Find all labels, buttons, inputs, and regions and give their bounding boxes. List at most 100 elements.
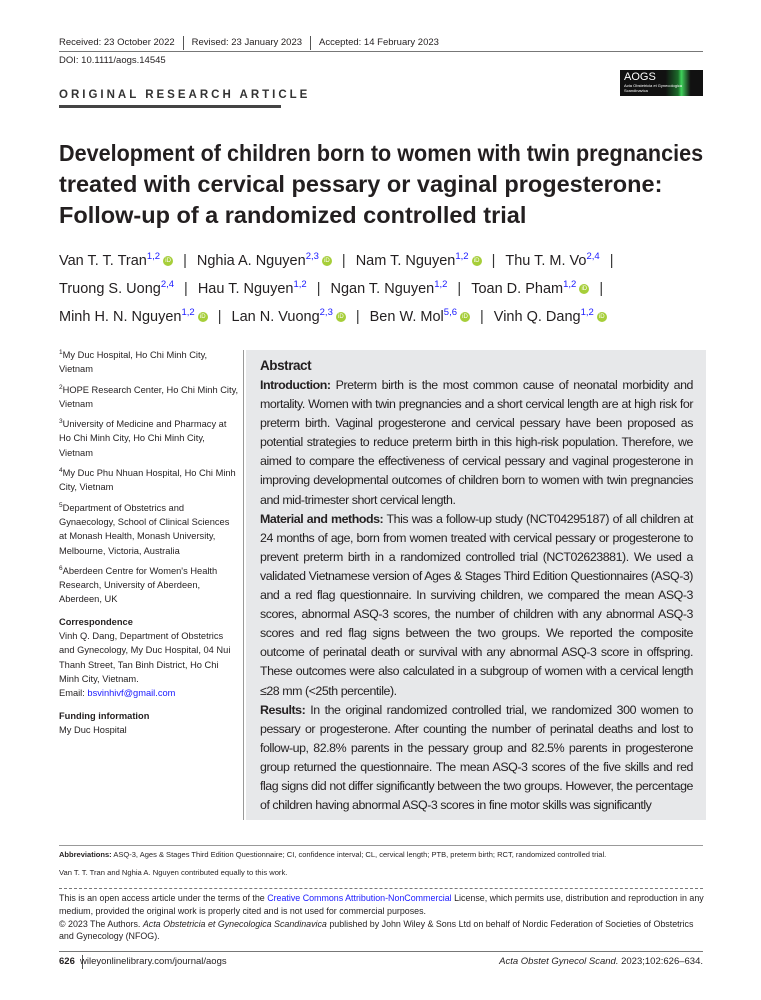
affiliation-number: 3	[59, 418, 63, 426]
affiliation: 3University of Medicine and Pharmacy at …	[59, 417, 239, 460]
affiliation-number: 1	[59, 348, 63, 356]
author-name: Hau T. Nguyen	[197, 281, 294, 297]
correspondence-text: Vinh Q. Dang, Department of Obstetrics a…	[59, 629, 239, 700]
author-name: Thu T. M. Vo	[505, 253, 587, 269]
affiliation: 5Department of Obstetrics and Gynaecolog…	[59, 501, 239, 558]
orcid-icon[interactable]: iD	[163, 256, 174, 267]
affiliation-number: 4	[59, 466, 63, 474]
author[interactable]: Nghia A. Nguyen2,3 iD	[196, 252, 332, 269]
abstract-section: Introduction: Preterm birth is the most …	[260, 376, 693, 510]
abstract-heading: Abstract	[260, 358, 312, 373]
author[interactable]: Nam T. Nguyen1,2 iD	[356, 251, 482, 269]
journal-logo: AOGS Acta Obstetricia et Gynecologica Sc…	[620, 70, 703, 96]
affiliation-text: My Duc Phu Nhuan Hospital, Ho Chi Minh C…	[59, 468, 236, 493]
author[interactable]: Minh H. N. Nguyen1,2 iD	[59, 308, 208, 325]
section-label: Introduction:	[260, 378, 331, 392]
correspondence-heading: Correspondence	[59, 616, 133, 627]
column-divider	[243, 350, 244, 820]
abstract-section: Material and methods: This was a follow-…	[260, 510, 693, 701]
received-date: Received: 23 October 2022	[59, 36, 184, 50]
orcid-icon[interactable]: iD	[596, 312, 607, 323]
abstract-sections: Introduction: Preterm birth is the most …	[260, 376, 693, 815]
affiliation: 2HOPE Research Center, Ho Chi Minh City,…	[59, 383, 239, 412]
affiliation-marker: 2,4	[160, 279, 175, 291]
section-label: Results:	[260, 702, 306, 717]
author-name: Toan D. Pham	[471, 281, 564, 297]
article-type: ORIGINAL RESEARCH ARTICLE	[59, 89, 311, 101]
author-name: Minh H. N. Nguyen	[59, 309, 182, 325]
title-line: treated with cervical pessary or vaginal…	[59, 171, 663, 197]
divider	[59, 951, 703, 952]
divider	[59, 105, 281, 108]
author-separator: |	[217, 309, 222, 325]
affiliation-text: My Duc Hospital, Ho Chi Minh City, Vietn…	[59, 350, 208, 375]
dashed-divider	[59, 888, 703, 889]
author-name: Van T. T. Tran	[59, 253, 147, 269]
author-separator: |	[183, 253, 187, 269]
section-text: Preterm birth is the most common cause o…	[260, 378, 693, 507]
author[interactable]: Toan D. Pham1,2 iD	[471, 279, 590, 297]
cc-license-link[interactable]: Creative Commons Attribution-NonCommerci…	[267, 893, 452, 903]
affiliation-text: Department of Obstetrics and Gynaecology…	[59, 502, 230, 556]
affiliation-marker: 1,2	[146, 251, 161, 263]
article-history: Received: 23 October 2022 Revised: 23 Ja…	[59, 36, 447, 50]
section-text: This was a follow-up study (NCT04295187)…	[260, 511, 693, 698]
revised-date: Revised: 23 January 2023	[184, 36, 312, 50]
orcid-icon[interactable]: iD	[335, 312, 346, 323]
logo-subtitle: Acta Obstetricia et Gynecologica Scandin…	[624, 83, 683, 93]
author-list: Van T. T. Tran1,2 iD | Nghia A. Nguyen2,3 iD…	[59, 247, 624, 331]
copyright-text: published by John Wiley & Sons Ltd on be…	[59, 918, 694, 942]
author-separator: |	[316, 281, 321, 297]
doi[interactable]: DOI: 10.1111/aogs.14545	[59, 55, 166, 66]
orcid-icon[interactable]: iD	[460, 312, 470, 323]
orcid-icon[interactable]: iD	[471, 256, 482, 267]
author-name: Nghia A. Nguyen	[196, 253, 306, 269]
citation: Acta Obstet Gynecol Scand. 2023;102:626–…	[499, 955, 703, 969]
author-separator: |	[184, 281, 188, 297]
affiliation-text: HOPE Research Center, Ho Chi Minh City, …	[59, 384, 239, 409]
author-separator: |	[457, 281, 462, 297]
affiliation-marker: 1,2	[455, 251, 469, 263]
affiliation-marker: 1,2	[293, 279, 307, 291]
author[interactable]: Ben W. Mol5,6 iD	[370, 308, 470, 325]
author[interactable]: Lan N. Vuong2,3 iD	[232, 308, 346, 325]
orcid-icon[interactable]: iD	[321, 256, 332, 267]
abbreviations: Abbreviations: ASQ-3, Ages & Stages Thir…	[59, 850, 703, 859]
logo-name: AOGS	[624, 71, 656, 83]
funding-heading: Funding information	[59, 710, 150, 721]
affiliation-number: 5	[59, 501, 63, 509]
section-text: In the original randomized controlled tr…	[260, 702, 693, 813]
page-number: 626	[59, 955, 83, 969]
orcid-icon[interactable]: iD	[579, 284, 590, 295]
affiliation: 4My Duc Phu Nhuan Hospital, Ho Chi Minh …	[59, 466, 239, 495]
affiliation-marker: 1,2	[563, 279, 577, 291]
license-text: License, which permits use, distribution…	[59, 893, 704, 916]
affiliation-marker: 1,2	[434, 279, 448, 291]
divider	[59, 845, 703, 846]
affiliation: 6Aberdeen Centre for Women's Health Rese…	[59, 564, 239, 607]
author-separator: |	[341, 253, 346, 269]
journal-site-link[interactable]: wileyonlinelibrary.com/journal/aogs	[80, 956, 227, 967]
divider	[59, 51, 703, 52]
author[interactable]: Thu T. M. Vo2,4	[505, 252, 599, 269]
email-label: Email:	[59, 688, 88, 699]
author[interactable]: Hau T. Nguyen1,2	[197, 279, 307, 297]
author[interactable]: Vinh Q. Dang1,2 iD	[493, 307, 607, 325]
correspondence-address: Vinh Q. Dang, Department of Obstetrics a…	[59, 631, 231, 684]
affiliation-number: 6	[59, 564, 63, 572]
affiliation-marker: 1,2	[580, 307, 594, 319]
affiliation-number: 2	[59, 383, 63, 391]
author[interactable]: Ngan T. Nguyen1,2	[330, 279, 448, 297]
author-name: Vinh Q. Dang	[493, 309, 581, 325]
copyright-text: © 2023 The Authors.	[59, 918, 143, 929]
citation-journal: Acta Obstet Gynecol Scand.	[499, 956, 619, 967]
orcid-icon[interactable]: iD	[197, 312, 208, 323]
author-name: Ngan T. Nguyen	[330, 281, 435, 297]
author[interactable]: Van T. T. Tran1,2 iD	[59, 251, 174, 269]
abbreviations-label: Abbreviations:	[59, 850, 112, 859]
affiliation-text: Aberdeen Centre for Women's Health Resea…	[59, 565, 218, 605]
accepted-date: Accepted: 14 February 2023	[319, 37, 439, 48]
author[interactable]: Truong S. Uong2,4	[59, 279, 175, 297]
license-note: This is an open access article under the…	[59, 892, 709, 943]
email-link[interactable]: bsvinhivf@gmail.com	[87, 688, 176, 699]
